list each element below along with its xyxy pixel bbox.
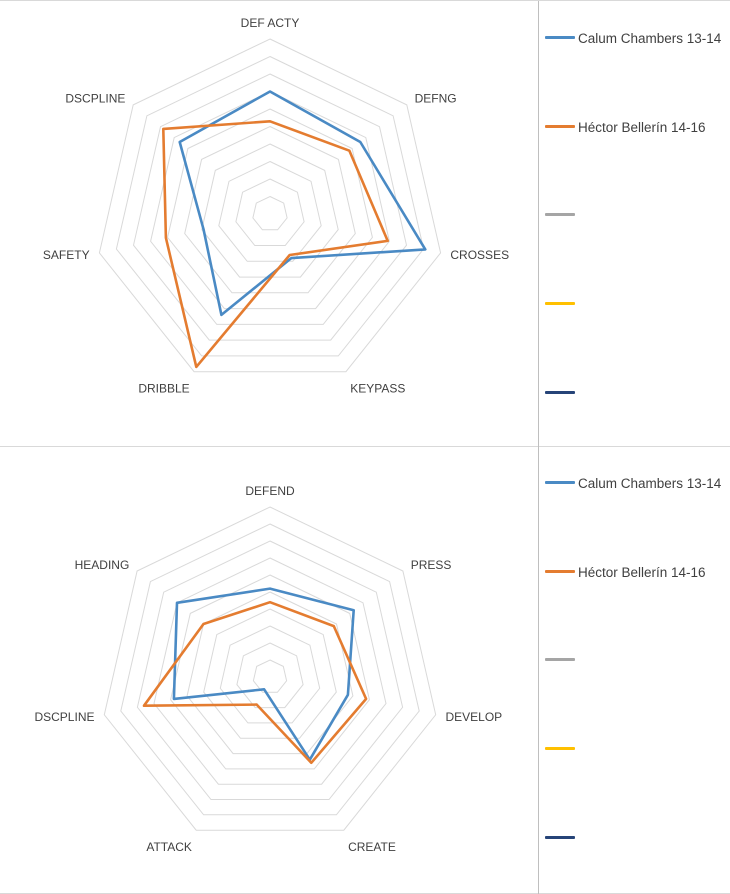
radar-chart-bottom: DEFEND PRESS DEVELOP CREATE ATTACK DSCPLINE HE… <box>0 447 730 894</box>
axis-label: CROSSES <box>450 248 509 262</box>
grid-ring <box>184 125 356 294</box>
grid-ring <box>136 540 404 800</box>
axis-label: HEADING <box>75 558 130 572</box>
grid-ring <box>115 55 425 357</box>
radar-chart-top: DEF ACTY DEFNG CROSSES KEYPASS DRIBBLE SAFETY… <box>0 0 730 448</box>
legend-swatch <box>545 302 575 305</box>
series-line <box>178 90 427 317</box>
legend-label: Calum Chambers 13-14 <box>578 31 722 46</box>
axis-label: ATTACK <box>146 840 192 854</box>
grid-ring <box>219 625 321 724</box>
axis-label: DSCPLINE <box>65 92 125 106</box>
legend-swatch <box>545 213 575 216</box>
legend-top: Calum Chambers 13-14 Héctor Bellerín 14-… <box>543 1 728 448</box>
legend-divider <box>538 447 539 894</box>
axis-label: SAFETY <box>43 248 90 262</box>
axis-label: CREATE <box>348 840 396 854</box>
axis-label: DSCPLINE <box>34 710 94 724</box>
legend-swatch <box>545 125 575 128</box>
grid-ring <box>203 608 337 739</box>
series-line <box>172 587 356 762</box>
axis-label: DRIBBLE <box>138 382 189 396</box>
grid-ring <box>235 178 305 246</box>
axis-label: KEYPASS <box>350 382 405 396</box>
grid-ring <box>170 574 370 770</box>
series-line <box>162 120 390 369</box>
legend-swatch <box>545 658 575 661</box>
grid-ring <box>252 659 288 693</box>
grid-ring <box>236 642 304 709</box>
grid-ring <box>252 195 288 231</box>
axis-label: DEVELOP <box>446 710 503 724</box>
legend-swatch <box>545 570 575 573</box>
axis-label: DEFNG <box>415 92 457 106</box>
legend-swatch <box>545 481 575 484</box>
grid-ring <box>153 557 387 785</box>
axis-label: PRESS <box>411 558 452 572</box>
legend-label: Héctor Bellerín 14-16 <box>578 565 706 580</box>
grid-ring <box>150 90 390 325</box>
radar-plot-top: DEF ACTY DEFNG CROSSES KEYPASS DRIBBLE SAFETY… <box>43 16 509 396</box>
grid-ring <box>132 73 408 341</box>
legend-label: Héctor Bellerín 14-16 <box>578 120 706 135</box>
axis-label: DEF ACTY <box>241 16 300 30</box>
legend-label: Calum Chambers 13-14 <box>578 476 722 491</box>
series-line <box>142 600 368 765</box>
legend-bottom: Calum Chambers 13-14 Héctor Bellerín 14-… <box>543 447 728 894</box>
legend-divider <box>538 1 539 448</box>
grid-ring <box>120 523 420 816</box>
legend-swatch <box>545 36 575 39</box>
legend-swatch <box>545 391 575 394</box>
axis-label: DEFEND <box>245 484 295 498</box>
legend-swatch <box>545 836 575 839</box>
grid-ring <box>218 160 322 262</box>
grid-ring <box>98 38 442 373</box>
legend-swatch <box>545 747 575 750</box>
grid-ring <box>103 506 437 831</box>
radar-plot-bottom: DEFEND PRESS DEVELOP CREATE ATTACK DSCPLINE HE… <box>34 484 503 854</box>
